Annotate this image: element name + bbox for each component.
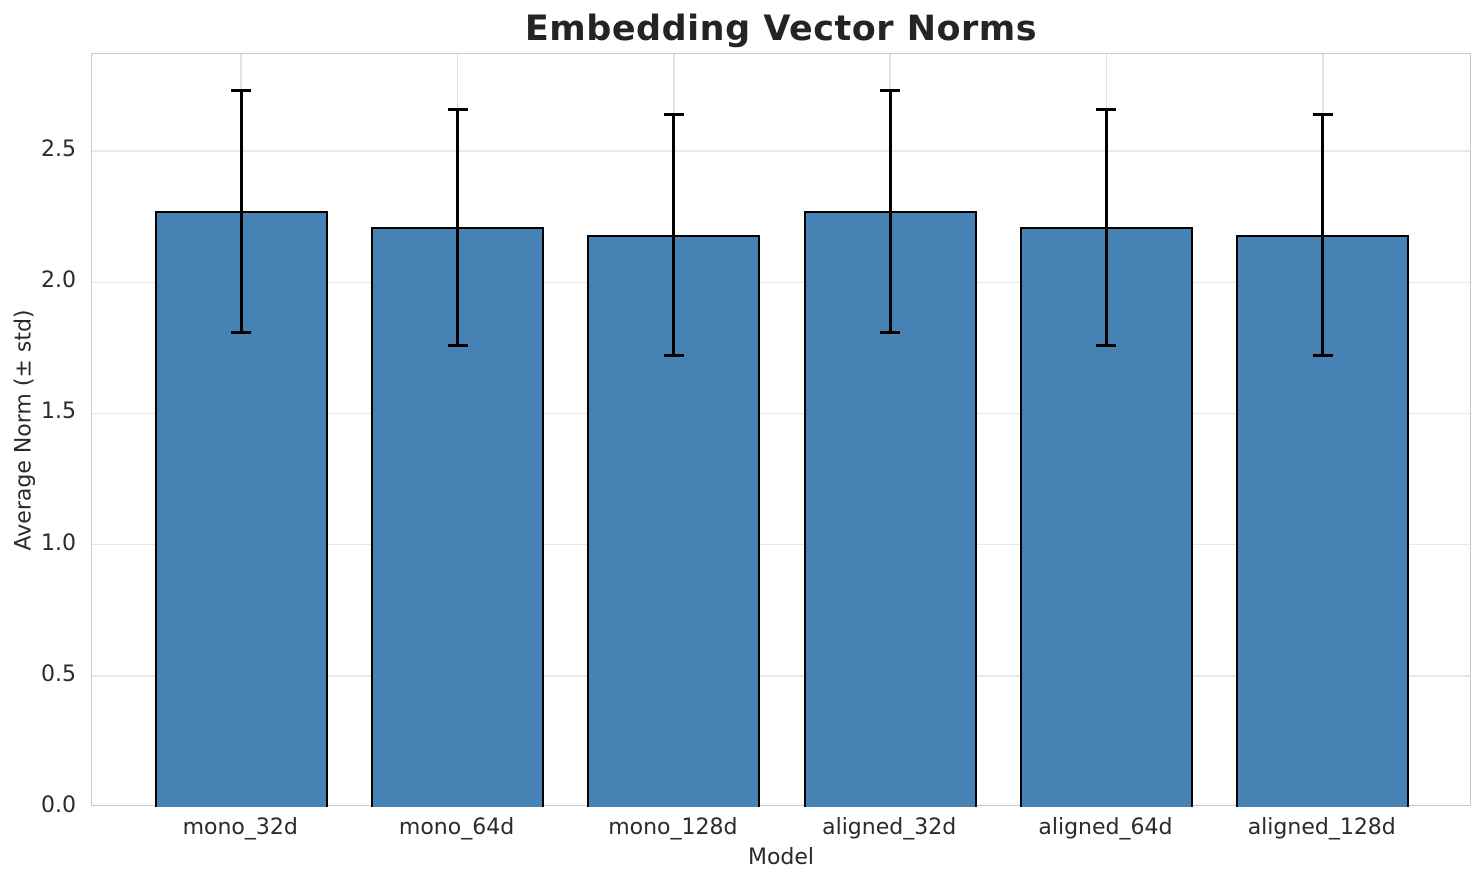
- error-bar-cap-bottom-mono_64d: [447, 343, 468, 347]
- y-tick-label: 0.5: [41, 661, 76, 687]
- x-tick-label: mono_64d: [398, 815, 515, 840]
- error-bar-cap-bottom-mono_128d: [663, 354, 684, 358]
- h-gridline: [92, 281, 1470, 283]
- x-tick-label: aligned_128d: [1247, 815, 1396, 840]
- error-bar-line-mono_128d: [672, 114, 676, 356]
- chart-title: Embedding Vector Norms: [524, 9, 1038, 49]
- y-axis-label: Average Norm (± std): [11, 309, 37, 551]
- error-bar-cap-top-aligned_64d: [1096, 107, 1117, 111]
- y-tick-label: 1.5: [41, 399, 76, 425]
- error-bar-cap-top-mono_128d: [663, 112, 684, 116]
- x-tick-label: aligned_64d: [1038, 815, 1173, 840]
- plot-area: [91, 53, 1471, 807]
- error-bar-cap-bottom-aligned_64d: [1096, 343, 1117, 347]
- error-bar-line-aligned_32d: [888, 90, 892, 333]
- y-tick-label: 1.0: [41, 530, 76, 556]
- error-bar-cap-top-mono_32d: [231, 89, 252, 93]
- x-tick-label: mono_32d: [182, 815, 298, 840]
- y-tick-label: 2.5: [41, 137, 76, 163]
- h-gridline: [92, 543, 1470, 546]
- y-tick-label: 2.0: [41, 268, 76, 294]
- error-bar-line-aligned_128d: [1321, 114, 1325, 356]
- error-bar-line-mono_32d: [239, 90, 243, 333]
- x-tick-label: mono_128d: [608, 815, 738, 840]
- error-bar-cap-top-aligned_32d: [880, 89, 901, 93]
- error-bar-cap-top-aligned_128d: [1312, 112, 1333, 116]
- error-bar-cap-bottom-aligned_128d: [1312, 354, 1333, 358]
- h-gridline: [92, 150, 1470, 152]
- error-bar-line-mono_64d: [456, 109, 460, 346]
- error-bar-cap-top-mono_64d: [447, 107, 468, 111]
- x-tick-label: aligned_32d: [822, 815, 957, 840]
- y-tick-label: 0.0: [41, 793, 76, 818]
- h-gridline: [92, 412, 1470, 415]
- error-bar-cap-bottom-mono_32d: [231, 330, 252, 334]
- h-gridline: [92, 675, 1470, 677]
- error-bar-cap-bottom-aligned_32d: [880, 330, 901, 334]
- x-axis-label: Model: [747, 845, 815, 870]
- error-bar-line-aligned_64d: [1104, 109, 1108, 346]
